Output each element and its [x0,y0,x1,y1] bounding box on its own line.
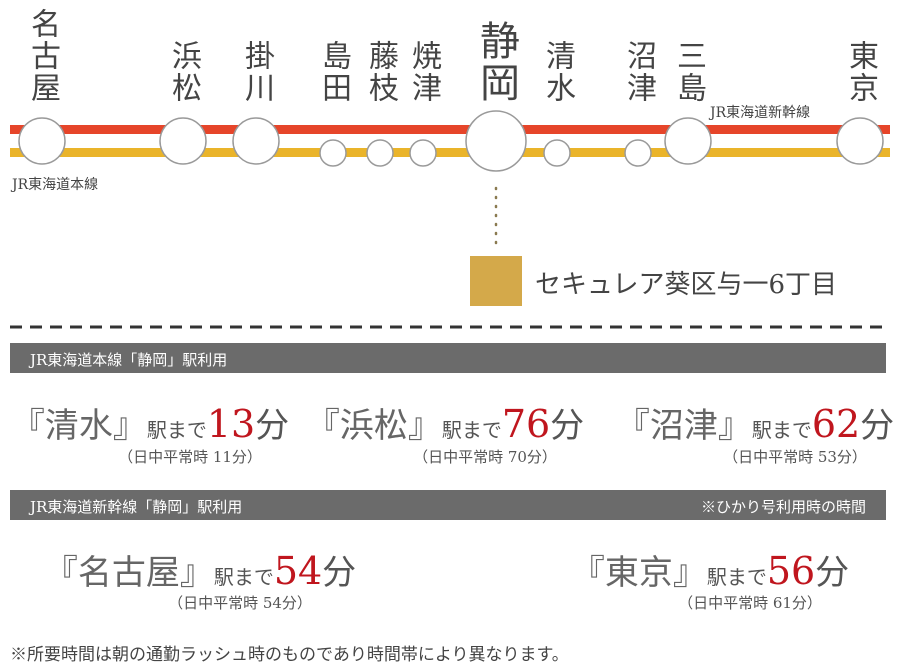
unit: 分 [860,406,895,446]
header-note: ※ひかり号利用時の時間 [700,498,866,516]
suffix: 駅まで [213,565,274,589]
suffix: 駅まで [146,418,207,442]
destination: 『東京』 [570,553,707,593]
station-name: 沼津 [621,40,656,104]
off-peak-note: （日中平常時 70分） [413,448,557,466]
minutes: 54 [273,549,323,593]
off-peak-note: （日中平常時 53分） [723,448,867,466]
station-circle [319,139,347,167]
destination: 『沼津』 [615,406,752,446]
header-text: JR東海道新幹線「静岡」駅利用 [30,498,243,516]
station-circle [159,117,207,165]
route-time: 『名古屋』駅まで54分 [44,545,356,594]
property-marker [470,256,522,306]
destination: 『名古屋』 [43,553,214,593]
station-circle [366,139,394,167]
minutes: 76 [501,402,551,446]
route-time: 『沼津』駅まで62分 [616,398,894,447]
unit: 分 [322,553,357,593]
station-name: 東京 [843,40,878,104]
destination: 『清水』 [10,406,147,446]
station-name: 三島 [671,40,706,104]
shinkansen-label: JR東海道新幹線 [708,102,813,122]
station-circle [409,139,437,167]
station-name: 静岡 [473,20,519,104]
off-peak-note: （日中平常時 61分） [678,594,822,612]
off-peak-note: （日中平常時 11分） [118,448,262,466]
station-circle [543,139,571,167]
station-name: 名古屋 [25,8,60,104]
off-peak-note: （日中平常時 54分） [168,594,312,612]
station-name: 浜松 [166,40,201,104]
route-time: 『清水』駅まで13分 [11,398,289,447]
suffix: 駅まで [441,418,502,442]
station-name: 清水 [540,40,575,104]
unit: 分 [815,553,850,593]
route-time: 『東京』駅まで56分 [571,545,849,594]
minutes: 56 [766,549,816,593]
station-circle [664,117,712,165]
station-circle [18,117,66,165]
unit: 分 [550,406,585,446]
local-line [10,148,890,157]
section-header: JR東海道新幹線「静岡」駅利用 ※ひかり号利用時の時間 [10,490,886,520]
header-text: JR東海道本線「静岡」駅利用 [30,351,228,369]
station-circle [836,117,884,165]
route-map [10,110,890,329]
suffix: 駅まで [751,418,812,442]
station-circle [232,117,280,165]
local-label: JR東海道本線 [12,177,99,193]
station-name: 藤枝 [363,40,398,104]
route-time: 『浜松』駅まで76分 [306,398,584,447]
station-name: 島田 [316,40,351,104]
minutes: 13 [206,402,256,446]
station-name: 掛川 [239,40,274,104]
suffix: 駅まで [706,565,767,589]
property-name: セキュレア葵区与一6丁目 [535,270,838,300]
shinkansen-line [10,125,890,134]
minutes: 62 [811,402,861,446]
station-name: 焼津 [406,40,441,104]
section-header: JR東海道本線「静岡」駅利用 [10,343,886,373]
unit: 分 [255,406,290,446]
destination: 『浜松』 [305,406,442,446]
station-circle [624,139,652,167]
station-circle [465,110,527,172]
footnote: ※所要時間は朝の通勤ラッシュ時のものであり時間帯により異なります。 [10,645,569,665]
station-circles [18,110,884,172]
